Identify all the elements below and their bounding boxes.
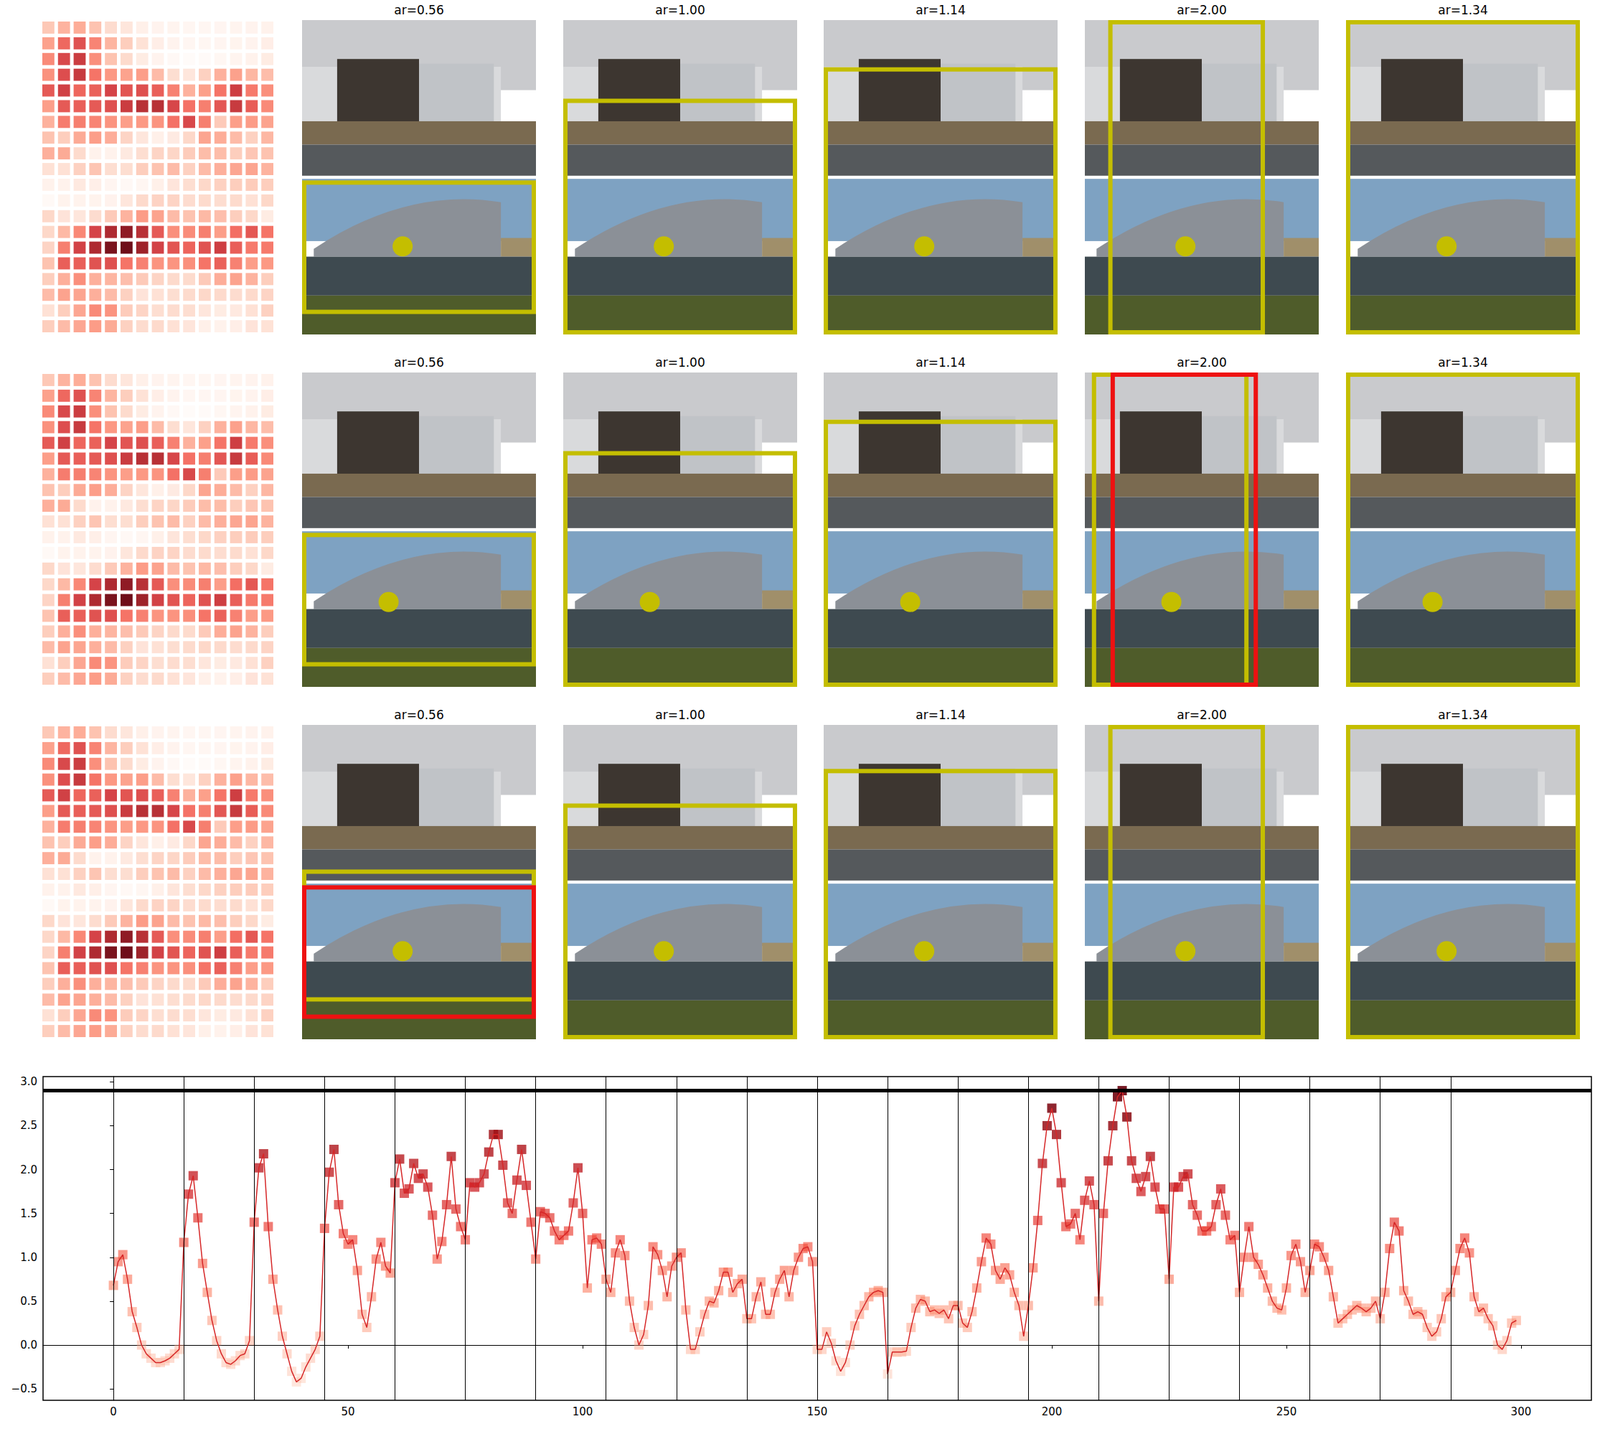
svg-text:2.5: 2.5	[20, 1118, 38, 1132]
svg-text:ar=1.14: ar=1.14	[915, 707, 966, 722]
svg-text:3.0: 3.0	[20, 1074, 38, 1088]
svg-text:ar=1.34: ar=1.34	[1437, 355, 1489, 370]
svg-text:300: 300	[1511, 1404, 1532, 1418]
svg-text:150: 150	[807, 1404, 828, 1418]
svg-text:100: 100	[572, 1404, 594, 1418]
svg-text:1.0: 1.0	[20, 1250, 38, 1264]
svg-text:ar=1.00: ar=1.00	[655, 2, 706, 18]
svg-text:0.5: 0.5	[20, 1294, 38, 1308]
svg-text:−0.5: −0.5	[11, 1381, 38, 1395]
svg-text:ar=0.56: ar=0.56	[393, 2, 445, 18]
svg-text:0: 0	[109, 1404, 117, 1418]
svg-text:0.0: 0.0	[20, 1338, 38, 1352]
svg-text:ar=1.14: ar=1.14	[915, 355, 966, 370]
svg-text:ar=0.56: ar=0.56	[393, 355, 445, 370]
svg-text:ar=1.34: ar=1.34	[1437, 2, 1489, 18]
svg-text:1.5: 1.5	[20, 1206, 38, 1220]
svg-text:ar=1.14: ar=1.14	[915, 2, 966, 18]
svg-text:250: 250	[1276, 1404, 1298, 1418]
svg-text:ar=1.34: ar=1.34	[1437, 707, 1489, 722]
svg-text:ar=2.00: ar=2.00	[1176, 707, 1227, 722]
svg-text:ar=0.56: ar=0.56	[393, 707, 445, 722]
svg-text:ar=1.00: ar=1.00	[655, 355, 706, 370]
svg-text:ar=2.00: ar=2.00	[1176, 355, 1227, 370]
svg-text:200: 200	[1041, 1404, 1063, 1418]
svg-text:50: 50	[341, 1404, 356, 1418]
svg-text:2.0: 2.0	[20, 1163, 38, 1176]
svg-text:ar=1.00: ar=1.00	[655, 707, 706, 722]
svg-text:ar=2.00: ar=2.00	[1176, 2, 1227, 18]
